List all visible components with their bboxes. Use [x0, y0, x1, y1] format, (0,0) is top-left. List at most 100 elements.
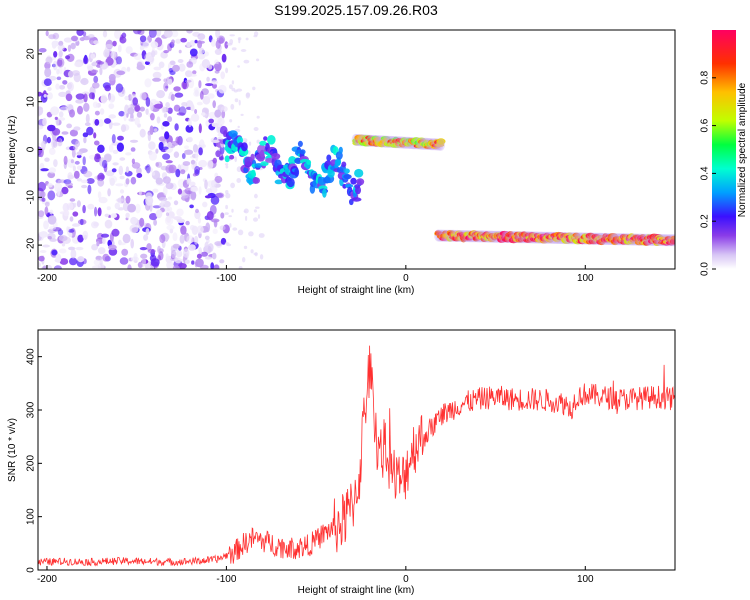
spectrogram-cell	[350, 178, 356, 185]
spectrogram-cell	[121, 249, 128, 256]
spectrogram-cell	[294, 168, 299, 177]
spectrogram-cell	[65, 182, 73, 187]
spectrogram-cell	[115, 183, 123, 186]
spectrogram-cell	[198, 160, 207, 167]
spectrogram-cell	[244, 60, 250, 64]
spectrogram-cell	[45, 206, 49, 215]
spectrogram-cell	[140, 129, 146, 138]
spectrogram-cell	[83, 171, 92, 178]
spectrogram-cell	[254, 194, 258, 199]
spectrogram-cell	[62, 131, 69, 135]
spectrogram-cell	[42, 245, 50, 248]
spectrogram-cell	[93, 102, 99, 109]
spectrogram-cell	[159, 62, 165, 69]
spectrogram-cell	[125, 171, 133, 177]
spectrogram-cell	[45, 202, 50, 207]
spectrogram-cell	[151, 41, 159, 48]
spectrogram-cell	[186, 29, 192, 34]
spectrogram-cell	[191, 104, 195, 111]
spectrogram-cell	[206, 188, 212, 193]
spectrogram-cell	[232, 47, 237, 50]
spectrogram-cell	[59, 51, 63, 58]
spectrogram-cell	[92, 82, 100, 88]
spectrogram-cell	[187, 137, 193, 143]
spectrogram-cell	[339, 147, 343, 154]
spectrogram-cell	[156, 209, 163, 218]
spectrogram-cell	[94, 119, 99, 126]
spectrogram-cell	[90, 54, 95, 59]
spectrogram-cell	[257, 116, 260, 119]
spectrogram-cell	[218, 85, 226, 94]
spectrogram-cell	[134, 53, 143, 60]
spectrogram-cell	[166, 216, 171, 223]
spectrogram-cell	[155, 149, 158, 154]
spectrogram-cell	[198, 147, 203, 155]
spectrogram-cell	[148, 249, 156, 253]
spectrogram-cell	[352, 197, 362, 201]
spectrogram-cell	[42, 118, 47, 126]
spectrogram-halo	[670, 234, 678, 246]
spectrogram-cell	[146, 228, 150, 235]
spectrogram-cell	[249, 142, 251, 146]
spectrogram-cell	[93, 40, 99, 44]
spectrogram-cell	[150, 113, 155, 120]
spectrogram-cell	[137, 112, 142, 118]
spectrogram-cell	[46, 56, 53, 64]
spectrogram-cell	[186, 42, 191, 47]
spectrogram-cell	[140, 35, 146, 42]
spectrogram-cell	[44, 78, 52, 86]
y-tick-label: 10	[26, 96, 37, 108]
spectrogram-cell	[213, 229, 218, 235]
spectrogram-cell	[259, 233, 265, 238]
spectrogram-halo	[437, 139, 445, 151]
spectrogram-cell	[205, 195, 212, 198]
spectrogram-cell	[108, 245, 117, 251]
spectrogram-cell	[47, 190, 55, 200]
spectrogram-cell	[59, 117, 65, 121]
spectrogram-cell	[87, 185, 91, 195]
spectrogram-cell	[49, 148, 56, 155]
spectrogram-cell	[51, 250, 57, 256]
spectrogram-cell	[354, 169, 363, 178]
y-tick-label: 300	[26, 401, 37, 418]
spectrogram-cell	[135, 117, 140, 125]
spectrogram-cell	[140, 254, 147, 259]
spectrogram-cell	[164, 131, 169, 139]
spectrogram-cell	[128, 118, 135, 122]
spectrogram-cell	[197, 40, 202, 48]
colorbar-label: Normalized spectral amplitude	[737, 82, 748, 217]
spectrogram-cell	[42, 198, 46, 202]
spectrogram-cell	[153, 219, 157, 225]
spectrogram-cell	[40, 191, 46, 198]
snr-panel: -200 -100 0 100 0100200300400 Height of str…	[7, 330, 675, 596]
spectrogram-cell	[86, 127, 93, 136]
spectrogram-cell	[68, 247, 74, 250]
spectrogram-cell	[238, 126, 240, 128]
spectrogram-cell	[217, 193, 225, 199]
spectrogram-cell	[97, 145, 105, 153]
spectrogram-cell	[91, 221, 99, 228]
spectrogram-cell	[156, 178, 163, 185]
spectrogram-cell	[195, 152, 198, 162]
x-tick-label: 100	[577, 574, 594, 585]
spectrogram-cell	[184, 150, 193, 155]
spectrogram-cell	[71, 159, 74, 163]
spectrogram-cell	[165, 165, 173, 174]
spectrogram-cell	[127, 107, 134, 114]
spectrogram-cell	[40, 250, 47, 253]
spectrogram-cell	[130, 217, 137, 225]
spectrogram-cell	[56, 254, 62, 263]
spectrogram-cell	[118, 45, 122, 52]
spectrogram-cell	[253, 217, 258, 221]
spectrogram-cell	[255, 252, 258, 256]
spectrogram-cell	[44, 94, 47, 98]
spectrogram-cell	[112, 229, 120, 237]
spectrogram-cell	[53, 141, 57, 148]
spectrogram-cell	[197, 102, 203, 106]
spectrogram-cell	[123, 112, 126, 121]
spectrogram-cell	[140, 107, 145, 112]
spectrogram-cell	[215, 150, 221, 157]
colorbar-tick-label: 0.8	[700, 70, 711, 84]
spectrogram-cell	[100, 94, 107, 103]
spectrogram-cell	[205, 83, 213, 86]
